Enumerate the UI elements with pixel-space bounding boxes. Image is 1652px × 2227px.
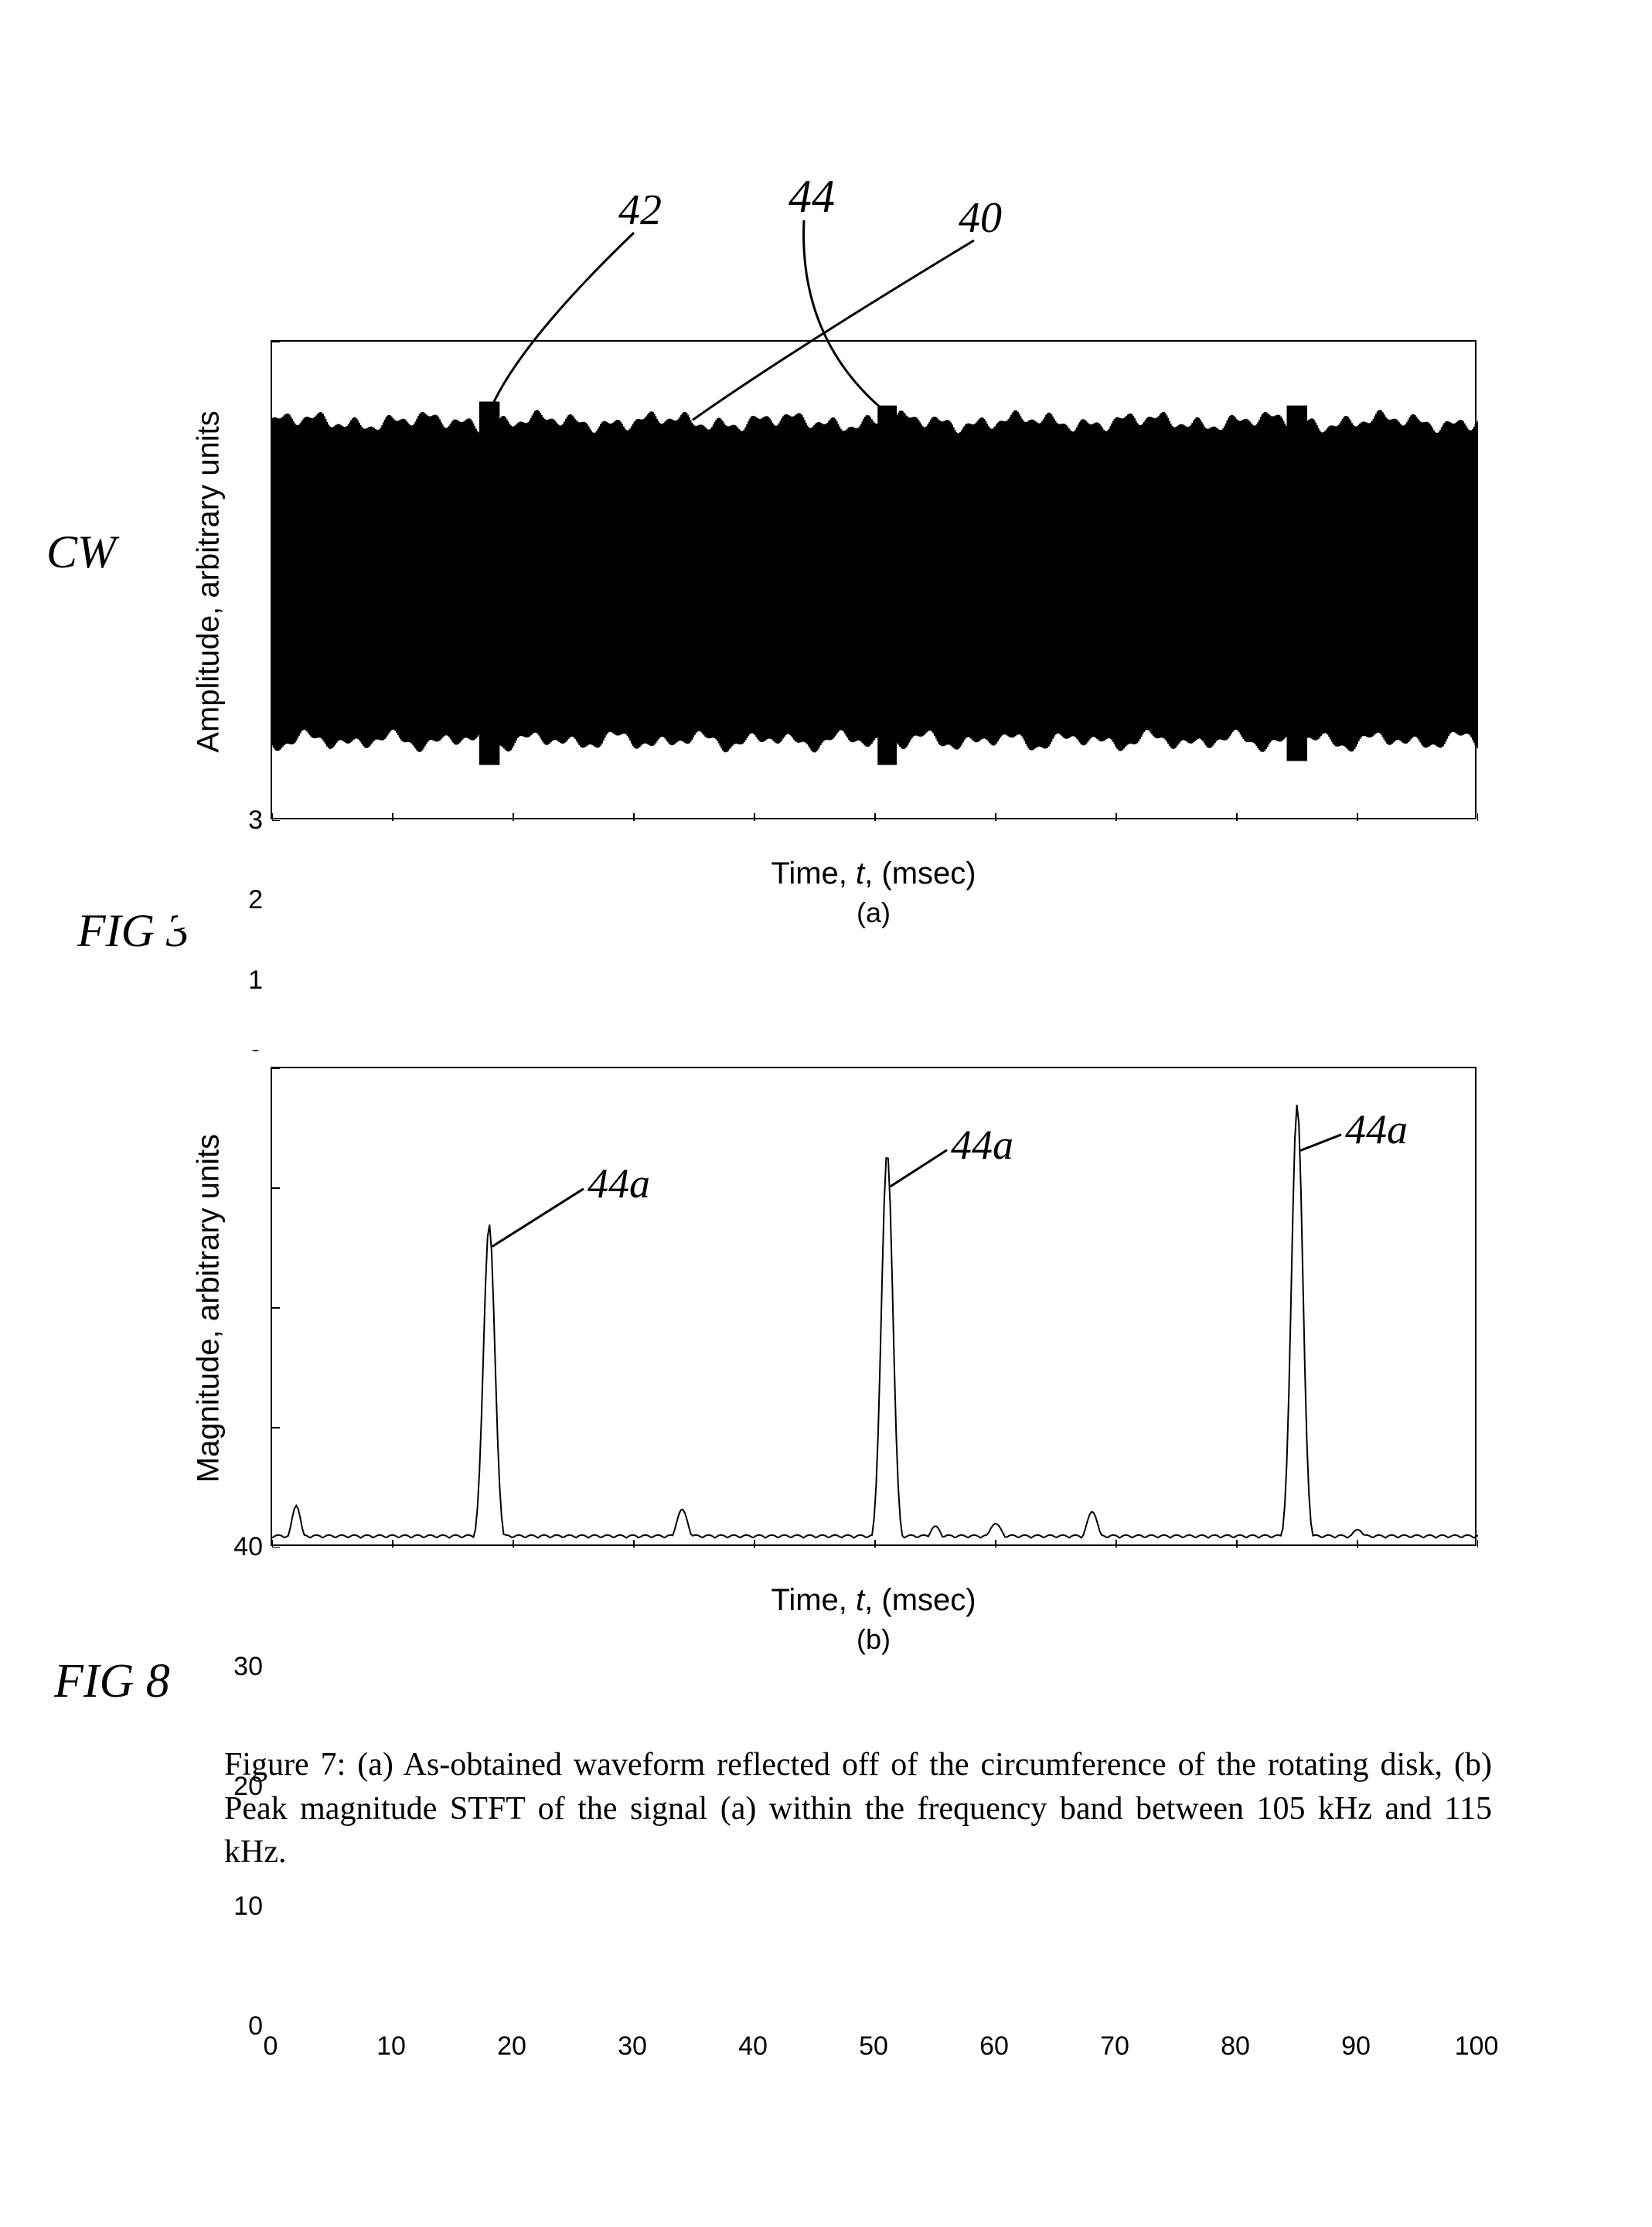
chart-b-svg — [272, 1068, 1478, 1548]
chart-a-x-axis-label: Time, t, (msec) — [271, 856, 1477, 891]
chart-b-y-axis-label: Magnitude, arbitrary units — [192, 1123, 227, 1494]
x-tick-label: 80 — [1212, 2031, 1259, 2062]
x-tick-label: 60 — [971, 2031, 1017, 2062]
x-tick-label: 10 — [368, 2031, 414, 2062]
y-tick-label: 1 — [193, 965, 263, 996]
x-tick-label: 70 — [1092, 2031, 1138, 2062]
chart-a-plot-area — [271, 340, 1477, 819]
chart-b-xlabel-prefix: Time, — [771, 1583, 856, 1617]
y-tick-label: 40 — [193, 1532, 263, 1562]
chart-a: Amplitude, arbitrary units 0102030405060… — [178, 325, 1523, 928]
handwritten-annotation-42: 42 — [618, 186, 662, 235]
handwritten-annotation-44a-1: 44a — [588, 1159, 650, 1207]
x-tick-label: 40 — [730, 2031, 776, 2062]
x-tick-label: 50 — [850, 2031, 897, 2062]
page-root: CW FIG 3 FIG 8 Amplitude, arbitrary unit… — [0, 0, 1652, 2227]
chart-b-plot-area — [271, 1067, 1477, 1546]
figure-caption: Figure 7: (a) As-obtained waveform refle… — [224, 1743, 1492, 1875]
x-tick-label: 30 — [609, 2031, 656, 2062]
chart-b: Magnitude, arbitrary units 0102030405060… — [178, 1051, 1523, 1654]
chart-a-svg — [272, 342, 1478, 821]
handwritten-annotation-44a-3: 44a — [1345, 1105, 1408, 1153]
chart-a-y-axis-label: Amplitude, arbitrary units — [192, 397, 227, 768]
handwritten-cw: CW — [46, 526, 116, 579]
chart-a-xlabel-suffix: , (msec) — [864, 856, 976, 890]
chart-b-sublabel: (b) — [271, 1623, 1477, 1656]
y-tick-label: 3 — [193, 805, 263, 836]
y-tick-label: 2 — [193, 885, 263, 915]
x-tick-label: 20 — [489, 2031, 535, 2062]
x-tick-label: 100 — [1453, 2031, 1500, 2062]
handwritten-fig3: FIG 3 — [77, 904, 189, 958]
y-tick-label: 0 — [193, 2011, 263, 2041]
chart-a-xlabel-prefix: Time, — [771, 856, 856, 890]
handwritten-annotation-44a-2: 44a — [951, 1121, 1013, 1169]
handwritten-fig8: FIG 8 — [54, 1654, 170, 1709]
chart-a-xlabel-var: t — [856, 856, 864, 890]
handwritten-annotation-40: 40 — [959, 193, 1002, 243]
chart-b-xlabel-var: t — [856, 1583, 864, 1617]
x-tick-label: 90 — [1333, 2031, 1379, 2062]
chart-b-x-axis-label: Time, t, (msec) — [271, 1583, 1477, 1618]
handwritten-annotation-44: 44 — [789, 170, 835, 223]
chart-b-xlabel-suffix: , (msec) — [864, 1583, 976, 1617]
y-tick-label: 30 — [193, 1652, 263, 1682]
y-tick-label: 10 — [193, 1892, 263, 1922]
chart-a-sublabel: (a) — [271, 897, 1477, 929]
